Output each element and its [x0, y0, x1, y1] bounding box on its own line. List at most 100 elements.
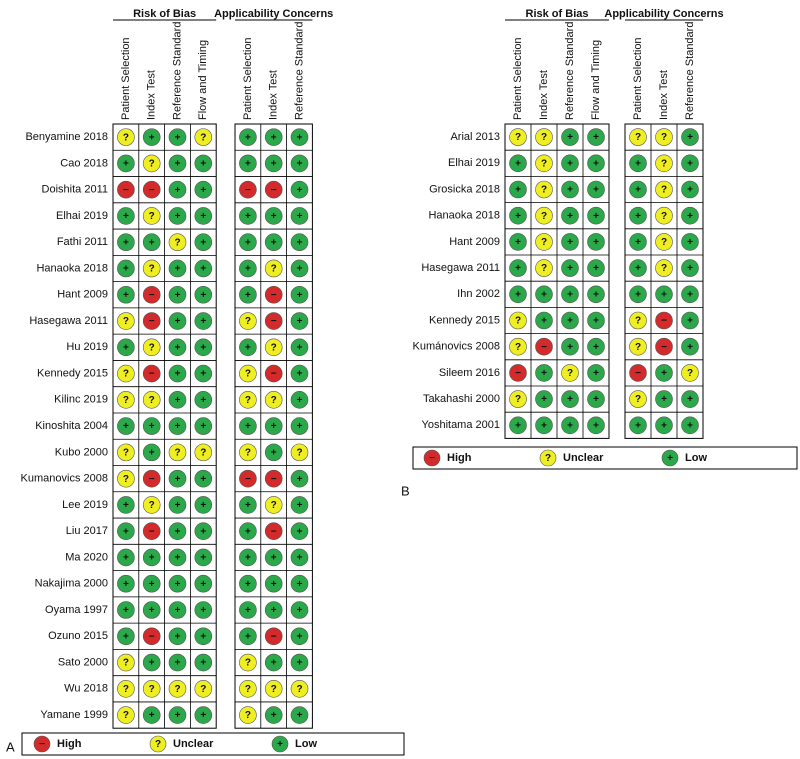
rating-circle: [194, 680, 213, 698]
rating-symbol: ?: [245, 395, 251, 406]
rating-symbol: ?: [661, 132, 667, 143]
legend-label: Unclear: [563, 452, 604, 464]
rating-circle: [290, 180, 309, 199]
rating-symbol: −: [271, 290, 277, 301]
rating-symbol: +: [245, 211, 251, 222]
column-header: Flow and Timing: [590, 40, 602, 120]
rating-symbol: +: [515, 263, 521, 274]
rating-symbol: −: [515, 368, 521, 379]
rating-symbol: ?: [515, 342, 521, 353]
rating-circle: [629, 311, 647, 330]
panel-label: B: [401, 483, 410, 498]
rating-circle: [168, 417, 187, 435]
rating-circle: [142, 312, 161, 330]
rating-symbol: +: [635, 158, 641, 169]
rating-symbol: +: [245, 342, 251, 353]
legend-symbol: ?: [545, 453, 551, 464]
rating-symbol: +: [200, 658, 206, 669]
rating-symbol: ?: [661, 185, 667, 196]
rating-circle: [535, 390, 553, 408]
rating-symbol: ?: [271, 500, 277, 511]
rating-symbol: +: [593, 342, 599, 353]
rating-circle: [655, 128, 673, 146]
rating-circle: [655, 416, 673, 435]
rating-circle: [168, 312, 187, 330]
rating-circle: [142, 233, 161, 252]
rating-symbol: ?: [149, 159, 155, 170]
rating-symbol: ?: [174, 684, 180, 695]
rating-circle: [264, 417, 283, 435]
rating-circle: [655, 390, 673, 408]
rating-circle: [239, 233, 257, 252]
column-header: Reference Standard: [171, 22, 183, 120]
rating-symbol: −: [149, 474, 155, 485]
rating-symbol: +: [297, 500, 303, 511]
rating-symbol: ?: [123, 395, 129, 406]
rating-symbol: +: [541, 316, 547, 327]
rating-symbol: ?: [149, 500, 155, 511]
legend-circle: [33, 735, 51, 753]
rating-symbol: ?: [635, 316, 641, 327]
rating-circle: [194, 207, 213, 225]
rating-symbol: +: [175, 316, 181, 327]
rating-symbol: +: [149, 132, 155, 143]
rating-circle: [655, 285, 673, 304]
rating-circle: [587, 180, 605, 199]
study-name: Hasegawa 2011: [421, 262, 500, 274]
rating-symbol: +: [297, 579, 303, 590]
rating-symbol: +: [200, 264, 206, 275]
rating-symbol: ?: [123, 448, 129, 459]
rating-circle: [264, 259, 283, 278]
rating-symbol: +: [200, 342, 206, 353]
study-name: Kennedy 2015: [429, 314, 500, 326]
rating-circle: [264, 548, 283, 567]
rating-circle: [509, 128, 527, 146]
rating-symbol: +: [200, 395, 206, 406]
rating-circle: [629, 206, 647, 225]
rating-circle: [142, 627, 161, 646]
rating-circle: [587, 206, 605, 225]
study-name: Ihn 2002: [457, 288, 500, 300]
rating-circle: [264, 364, 283, 383]
rating-symbol: +: [175, 658, 181, 669]
rating-symbol: −: [149, 290, 155, 301]
rating-symbol: ?: [661, 237, 667, 248]
rating-symbol: +: [200, 159, 206, 170]
rating-circle: [239, 417, 257, 435]
rating-circle: [264, 312, 283, 330]
rating-circle: [629, 364, 647, 382]
rating-symbol: +: [687, 263, 693, 274]
rating-circle: [290, 364, 309, 383]
rating-circle: [629, 154, 647, 173]
rating-symbol: +: [271, 421, 277, 432]
rating-circle: [117, 548, 135, 567]
rating-circle: [587, 311, 605, 330]
table-border: [234, 123, 313, 729]
panel-label: A: [6, 739, 15, 754]
rating-symbol: +: [175, 605, 181, 616]
rating-circle: [142, 496, 161, 514]
rating-symbol: +: [123, 526, 129, 537]
rating-circle: [142, 574, 161, 593]
rating-symbol: +: [200, 474, 206, 485]
study-name: Kumanovics 2008: [21, 473, 108, 485]
rating-symbol: ?: [661, 158, 667, 169]
rating-symbol: ?: [271, 395, 277, 406]
rating-symbol: +: [541, 420, 547, 431]
rating-symbol: +: [271, 159, 277, 170]
rating-symbol: +: [175, 159, 181, 170]
rating-circle: [239, 496, 257, 514]
rating-symbol: +: [200, 526, 206, 537]
rating-circle: [681, 285, 699, 304]
rating-circle: [142, 207, 161, 225]
rating-symbol: ?: [271, 684, 277, 695]
rating-circle: [561, 337, 579, 356]
rating-circle: [561, 285, 579, 304]
rating-symbol: +: [297, 369, 303, 380]
rating-circle: [264, 469, 283, 488]
rating-symbol: +: [200, 316, 206, 327]
rating-symbol: +: [175, 132, 181, 143]
rating-symbol: ?: [567, 368, 573, 379]
rating-circle: [168, 601, 187, 619]
rating-symbol: +: [271, 658, 277, 669]
